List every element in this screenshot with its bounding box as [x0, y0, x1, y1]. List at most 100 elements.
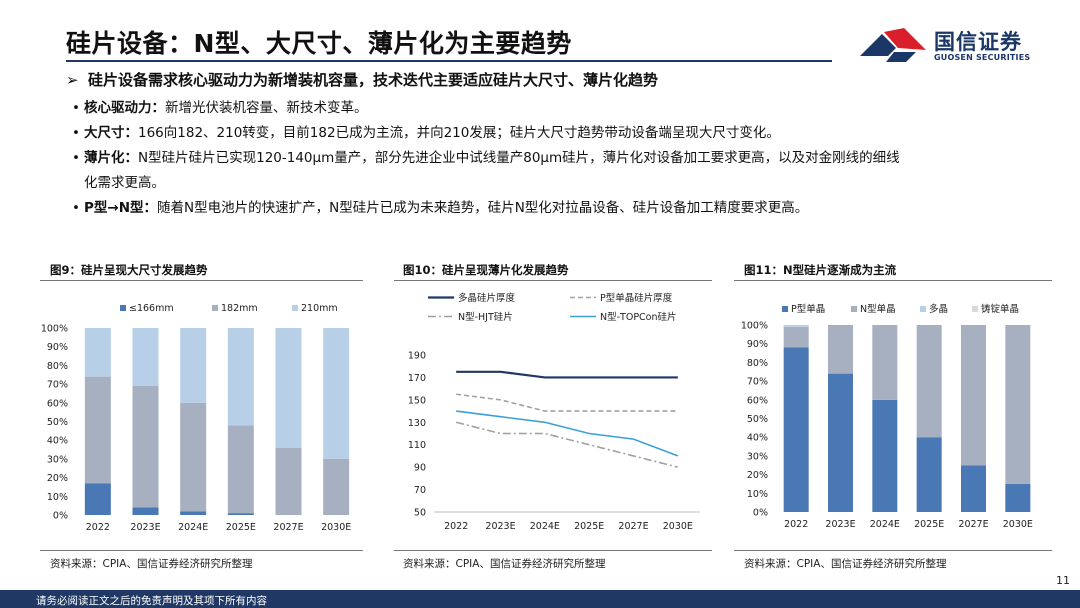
- y-tick-label: 80%: [47, 361, 68, 372]
- bar-segment: [916, 325, 942, 438]
- bar-segment: [180, 402, 207, 512]
- legend-swatch: [120, 305, 126, 311]
- x-tick-label: 2022: [444, 521, 468, 532]
- x-tick-label: 2024E: [530, 521, 560, 532]
- bullet-key: 核心驱动力：: [84, 100, 165, 116]
- figure10-source: 资料来源：CPIA、国信证券经济研究所整理: [403, 558, 606, 570]
- bar-segment: [783, 325, 809, 327]
- y-tick-label: 20%: [47, 473, 68, 484]
- lead-text: 硅片设备需求核心驱动力为新增装机容量，技术迭代主要适应硅片大尺寸、薄片化趋势: [88, 71, 659, 89]
- bullet-key: P型→N型：: [84, 200, 158, 216]
- lead-statement: ➢ 硅片设备需求核心驱动力为新增装机容量，技术迭代主要适应硅片大尺寸、薄片化趋势: [66, 69, 658, 90]
- figure10-bottom-rule: [394, 550, 712, 551]
- legend-label: N型-TOPCon硅片: [600, 311, 677, 323]
- bullet-list: 核心驱动力：新增光伏装机容量、新技术变革。 大尺寸：166向182、210转变，…: [72, 96, 1042, 221]
- bar-segment: [916, 437, 942, 512]
- y-tick-label: 90%: [47, 342, 68, 353]
- y-tick-label: 100%: [741, 321, 768, 332]
- bar-segment: [84, 483, 111, 515]
- bar-segment: [1005, 325, 1031, 484]
- legend-label: 铸锭单晶: [981, 303, 1019, 315]
- series-line: [455, 421, 679, 468]
- figure11-source: 资料来源：CPIA、国信证券经济研究所整理: [744, 558, 947, 570]
- bullet-key: 薄片化：: [84, 150, 138, 166]
- y-tick-label: 150: [408, 395, 426, 406]
- y-tick-label: 170: [408, 373, 426, 384]
- y-tick-label: 80%: [747, 358, 768, 369]
- y-tick-label: 10%: [747, 489, 768, 500]
- figure10-line-chart: 50 70 90 110 130 150 170 190 2022 2023E 2024E 2025E…: [408, 292, 700, 532]
- bullet-item: 核心驱动力：新增光伏装机容量、新技术变革。: [72, 96, 1042, 121]
- footer-bar: [0, 590, 1080, 608]
- y-tick-label: 70: [414, 485, 426, 496]
- legend-swatch: [920, 306, 926, 312]
- bar-segment: [323, 458, 350, 515]
- figure9-title: 图9：硅片呈现大尺寸发展趋势: [50, 263, 208, 277]
- bullet-text: 随着N型电池片的快速扩产，N型硅片已成为未来趋势，硅片N型化对拉晶设备、硅片设备…: [157, 200, 809, 216]
- page-title: 硅片设备：N型、大尺寸、薄片化为主要趋势: [66, 29, 572, 58]
- x-tick-label: 2027E: [958, 519, 988, 530]
- y-tick-label: 0%: [53, 511, 68, 522]
- bullet-item: 大尺寸：166向182、210转变，目前182已成为主流，并向210发展；硅片大…: [72, 121, 1042, 146]
- series-line: [456, 410, 679, 457]
- bullet-key: 大尺寸：: [84, 125, 138, 141]
- logo-chinese-name: 国信证券: [934, 30, 1022, 54]
- y-tick-label: 90: [414, 463, 426, 474]
- legend-swatch: [212, 305, 218, 311]
- y-tick-label: 50%: [747, 414, 768, 425]
- bar-segment: [1005, 483, 1031, 512]
- bar-segment: [828, 325, 853, 374]
- footer-disclaimer: 请务必阅读正文之后的免责声明及其项下所有内容: [36, 595, 267, 607]
- x-tick-label: 2030E: [663, 521, 693, 532]
- y-tick-label: 10%: [47, 492, 68, 503]
- y-tick-label: 50: [414, 508, 426, 519]
- bar-segment: [961, 465, 986, 512]
- x-tick-label: 2023E: [485, 521, 515, 532]
- y-tick-label: 100%: [41, 324, 68, 335]
- x-tick-label: 2023E: [130, 522, 160, 533]
- title-underline: [66, 60, 832, 62]
- bar-segment: [323, 328, 350, 459]
- bullet-item: P型→N型：随着N型电池片的快速扩产，N型硅片已成为未来趋势，硅片N型化对拉晶设…: [72, 196, 1042, 221]
- bar-segment: [132, 328, 159, 386]
- figure11-bottom-rule: [734, 550, 1052, 551]
- bullet-continuation: 化需求更高。: [84, 175, 165, 191]
- figure9-bottom-rule: [40, 550, 363, 551]
- logo-english-name: GUOSEN SECURITIES: [934, 53, 1031, 62]
- figure10-title: 图10：硅片呈现薄片化发展趋势: [403, 263, 569, 277]
- bullet-text: 新增光伏装机容量、新技术变革。: [165, 100, 368, 116]
- legend-label: 182mm: [221, 303, 258, 314]
- bar-segment: [783, 326, 809, 348]
- y-tick-label: 130: [408, 418, 426, 429]
- y-tick-label: 40%: [747, 433, 768, 444]
- bar-segment: [132, 507, 159, 515]
- series-line: [456, 370, 678, 379]
- legend-label: 210mm: [301, 303, 338, 314]
- bullet-text: 166向182、210转变，目前182已成为主流，并向210发展；硅片大尺寸趋势…: [138, 125, 780, 141]
- y-tick-label: 30%: [747, 451, 768, 462]
- legend-swatch: [972, 306, 978, 312]
- legend-swatch: [292, 305, 298, 311]
- bar-segment: [275, 328, 302, 448]
- x-tick-label: 2027E: [273, 522, 303, 533]
- figure11-title: 图11：N型硅片逐渐成为主流: [744, 263, 897, 277]
- y-tick-label: 60%: [47, 398, 68, 409]
- x-tick-label: 2024E: [178, 522, 208, 533]
- guosen-logo-icon: [858, 26, 928, 68]
- x-tick-label: 2025E: [226, 522, 256, 533]
- series-line: [456, 393, 678, 412]
- y-tick-label: 60%: [747, 395, 768, 406]
- y-tick-label: 190: [408, 351, 426, 362]
- figure9-stacked-bar-chart: 0% 10% 20% 30% 40% 50% 60% 70% 80% 90% 100% 2022 202…: [41, 303, 351, 533]
- bar-segment: [227, 425, 254, 514]
- x-tick-label: 2024E: [870, 519, 900, 530]
- bar-segment: [84, 376, 111, 484]
- x-tick-label: 2025E: [574, 521, 604, 532]
- x-tick-label: 2023E: [825, 519, 855, 530]
- y-tick-label: 30%: [47, 454, 68, 465]
- legend-swatch: [782, 306, 788, 312]
- figure11-top-rule: [734, 280, 1052, 281]
- bar-segment: [961, 325, 986, 466]
- bar-segment: [227, 328, 254, 426]
- bullet-text: N型硅片硅片已实现120-140μm量产，部分先进企业中试线量产80μm硅片，薄…: [138, 150, 900, 166]
